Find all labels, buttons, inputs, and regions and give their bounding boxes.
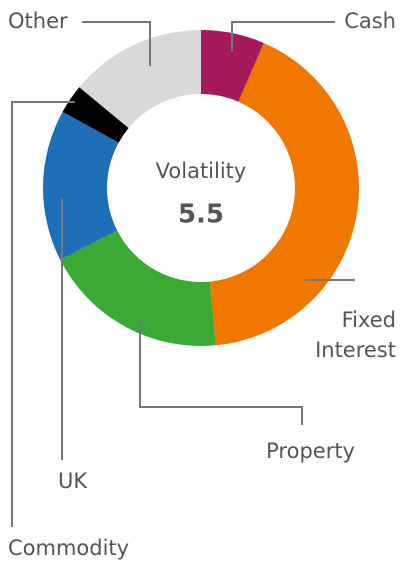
slice-label: UK <box>58 469 88 493</box>
slice <box>79 30 201 129</box>
slice <box>209 42 360 346</box>
center-label: Volatility <box>156 159 247 183</box>
slice-label: Cash <box>344 9 396 33</box>
slice-label: Property <box>266 439 355 463</box>
slice <box>60 230 216 347</box>
slice-label: Commodity <box>8 536 129 560</box>
slice <box>62 87 129 143</box>
center-value: 5.5 <box>178 200 224 230</box>
slice-label: Other <box>8 9 68 33</box>
leader-line <box>82 21 151 66</box>
leader-line <box>11 101 75 527</box>
slice-label: Fixed Interest <box>315 308 396 362</box>
leader-line <box>139 320 303 425</box>
slice <box>201 30 264 102</box>
leader-line <box>231 21 335 52</box>
